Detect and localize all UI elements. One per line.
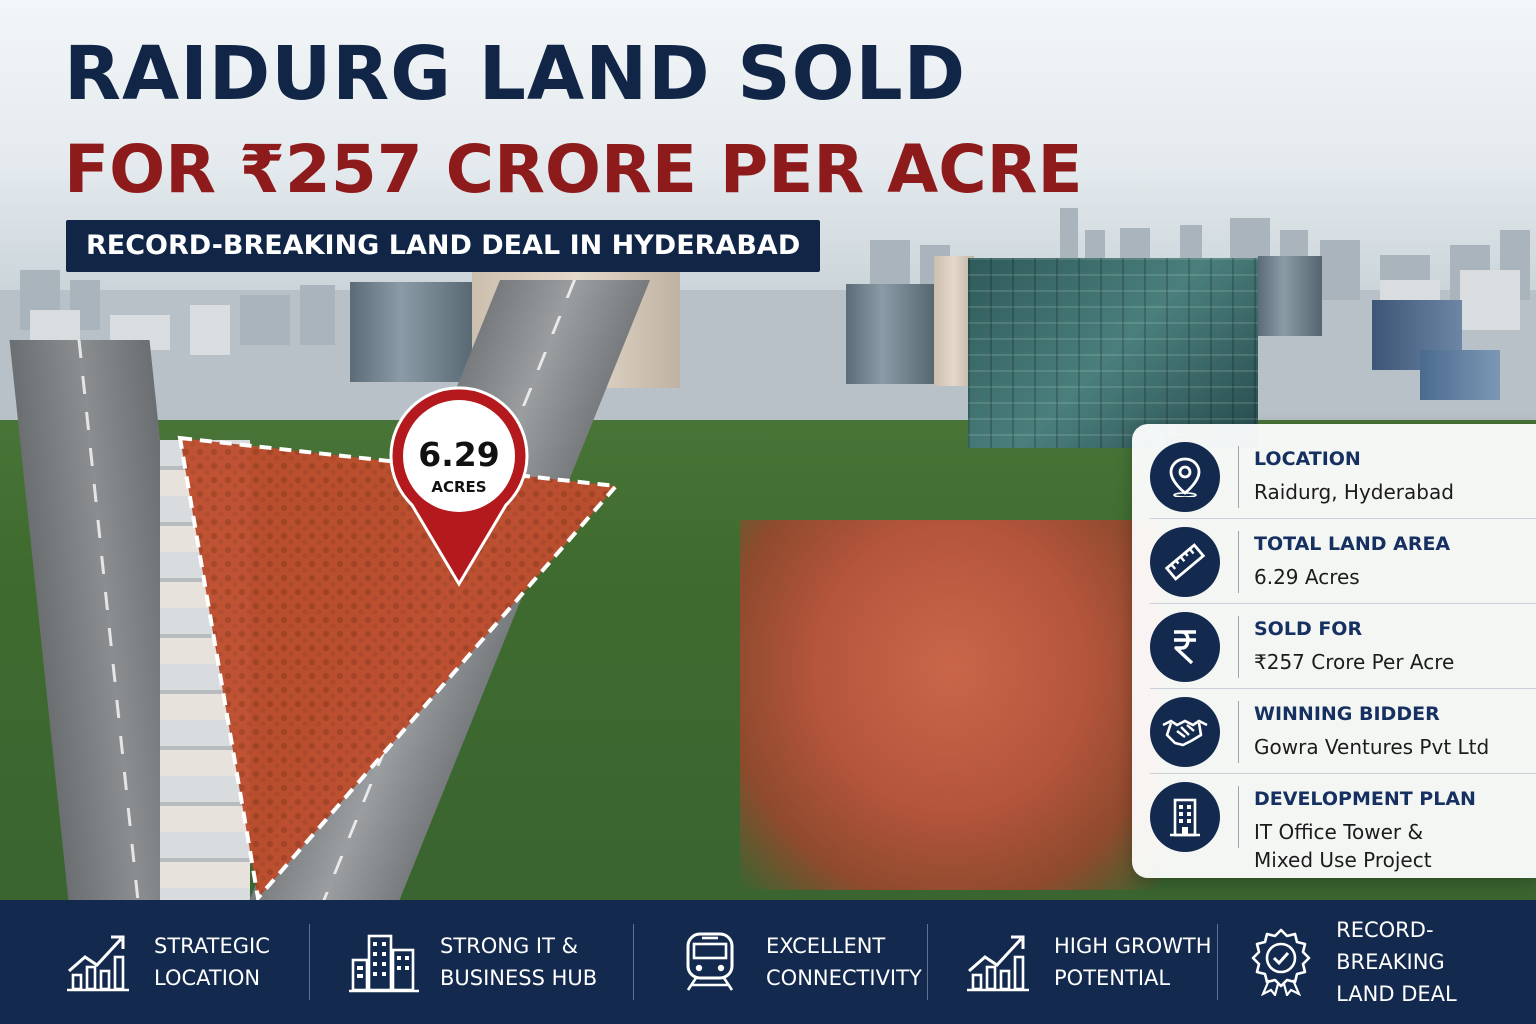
cleared-land-right	[740, 520, 1160, 890]
glass-office-building	[968, 258, 1258, 448]
feature-label-line-2: POTENTIAL	[1054, 966, 1171, 990]
info-label: DEVELOPMENT PLAN	[1254, 788, 1476, 810]
plot-boundary-dashed	[177, 435, 621, 903]
subtitle-banner: RECORD-BREAKING LAND DEAL IN HYDERABAD	[66, 220, 821, 272]
info-row-bidder: WINNING BIDDER Gowra Ventures Pvt Ltd	[1150, 689, 1536, 774]
city-buildings-icon	[348, 926, 420, 998]
feature-label: HIGH GROWTH POTENTIAL	[1054, 930, 1212, 994]
info-row-location: LOCATION Raidurg, Hyderabad	[1150, 434, 1536, 519]
feature-strategic-location: STRATEGIC LOCATION	[0, 900, 310, 1024]
info-value: Gowra Ventures Pvt Ltd	[1254, 735, 1490, 759]
info-label: TOTAL LAND AREA	[1254, 533, 1451, 555]
info-value: Raidurg, Hyderabad	[1254, 480, 1454, 504]
feature-label-line-2: BUSINESS HUB	[440, 966, 598, 990]
info-value-line-1: IT Office Tower &	[1254, 820, 1424, 844]
blue-office-block	[1420, 350, 1500, 400]
pin-unit: ACRES	[431, 478, 486, 496]
feature-label: STRATEGIC LOCATION	[154, 930, 270, 994]
feature-label: EXCELLENT CONNECTIVITY	[766, 930, 922, 994]
rupee-icon	[1150, 612, 1220, 682]
location-pin-icon	[1150, 442, 1220, 512]
headline-line-1: RAIDURG LAND SOLD	[64, 31, 967, 117]
feature-bar: STRATEGIC LOCATION	[0, 900, 1536, 1024]
feature-divider	[309, 924, 310, 1000]
info-value: 6.29 Acres	[1254, 565, 1360, 589]
info-divider	[1238, 786, 1239, 848]
headline-line-2: FOR ₹257 CRORE PER ACRE	[64, 131, 1083, 208]
feature-label: STRONG IT & BUSINESS HUB	[440, 930, 597, 994]
pin-value: 6.29	[418, 435, 499, 474]
info-value: ₹257 Crore Per Acre	[1254, 650, 1455, 674]
info-label: LOCATION	[1254, 448, 1361, 470]
land-plot-highlight	[180, 438, 616, 898]
beige-tower	[934, 256, 974, 386]
growth-chart-icon	[62, 926, 134, 998]
feature-label-line-1: RECORD-BREAKING	[1336, 918, 1445, 974]
feature-label-line-2: LOCATION	[154, 966, 261, 990]
office-tower	[846, 284, 936, 384]
feature-record-deal: RECORD-BREAKING LAND DEAL	[1218, 900, 1536, 1024]
deal-info-panel: LOCATION Raidurg, Hyderabad TOTAL LAND A…	[1132, 424, 1536, 878]
info-divider	[1238, 701, 1239, 763]
feature-label: RECORD-BREAKING LAND DEAL	[1336, 914, 1536, 1010]
growth-chart-icon	[962, 926, 1034, 998]
info-row-sold-for: SOLD FOR ₹257 Crore Per Acre	[1150, 604, 1536, 689]
feature-growth-potential: HIGH GROWTH POTENTIAL	[928, 900, 1218, 1024]
office-building-icon	[1150, 782, 1220, 852]
feature-label-line-2: LAND DEAL	[1336, 982, 1457, 1006]
feature-label-line-1: STRATEGIC	[154, 934, 270, 958]
map-pin-icon: 6.29 ACRES	[389, 386, 529, 587]
train-icon	[674, 926, 746, 998]
office-tower-2	[1258, 256, 1322, 336]
info-value: IT Office Tower & Mixed Use Project	[1254, 818, 1534, 874]
info-divider	[1238, 446, 1239, 508]
feature-label-line-1: EXCELLENT	[766, 934, 886, 958]
feature-it-hub: STRONG IT & BUSINESS HUB	[310, 900, 634, 1024]
feature-divider	[633, 924, 634, 1000]
award-badge-icon	[1246, 926, 1316, 998]
ruler-icon	[1150, 527, 1220, 597]
info-divider	[1238, 616, 1239, 678]
feature-divider	[1217, 924, 1218, 1000]
handshake-icon	[1150, 697, 1220, 767]
feature-label-line-1: HIGH GROWTH	[1054, 934, 1212, 958]
headline: RAIDURG LAND SOLD FOR ₹257 CRORE PER ACR…	[64, 30, 1083, 216]
info-value-line-2: Mixed Use Project	[1254, 848, 1432, 872]
dark-tower	[350, 282, 478, 382]
info-row-development: DEVELOPMENT PLAN IT Office Tower & Mixed…	[1150, 774, 1536, 872]
feature-label-line-1: STRONG IT &	[440, 934, 579, 958]
info-label: SOLD FOR	[1254, 618, 1363, 640]
feature-label-line-2: CONNECTIVITY	[766, 966, 922, 990]
info-label: WINNING BIDDER	[1254, 703, 1440, 725]
info-divider	[1238, 531, 1239, 593]
info-row-area: TOTAL LAND AREA 6.29 Acres	[1150, 519, 1536, 604]
feature-divider	[927, 924, 928, 1000]
feature-connectivity: EXCELLENT CONNECTIVITY	[634, 900, 928, 1024]
